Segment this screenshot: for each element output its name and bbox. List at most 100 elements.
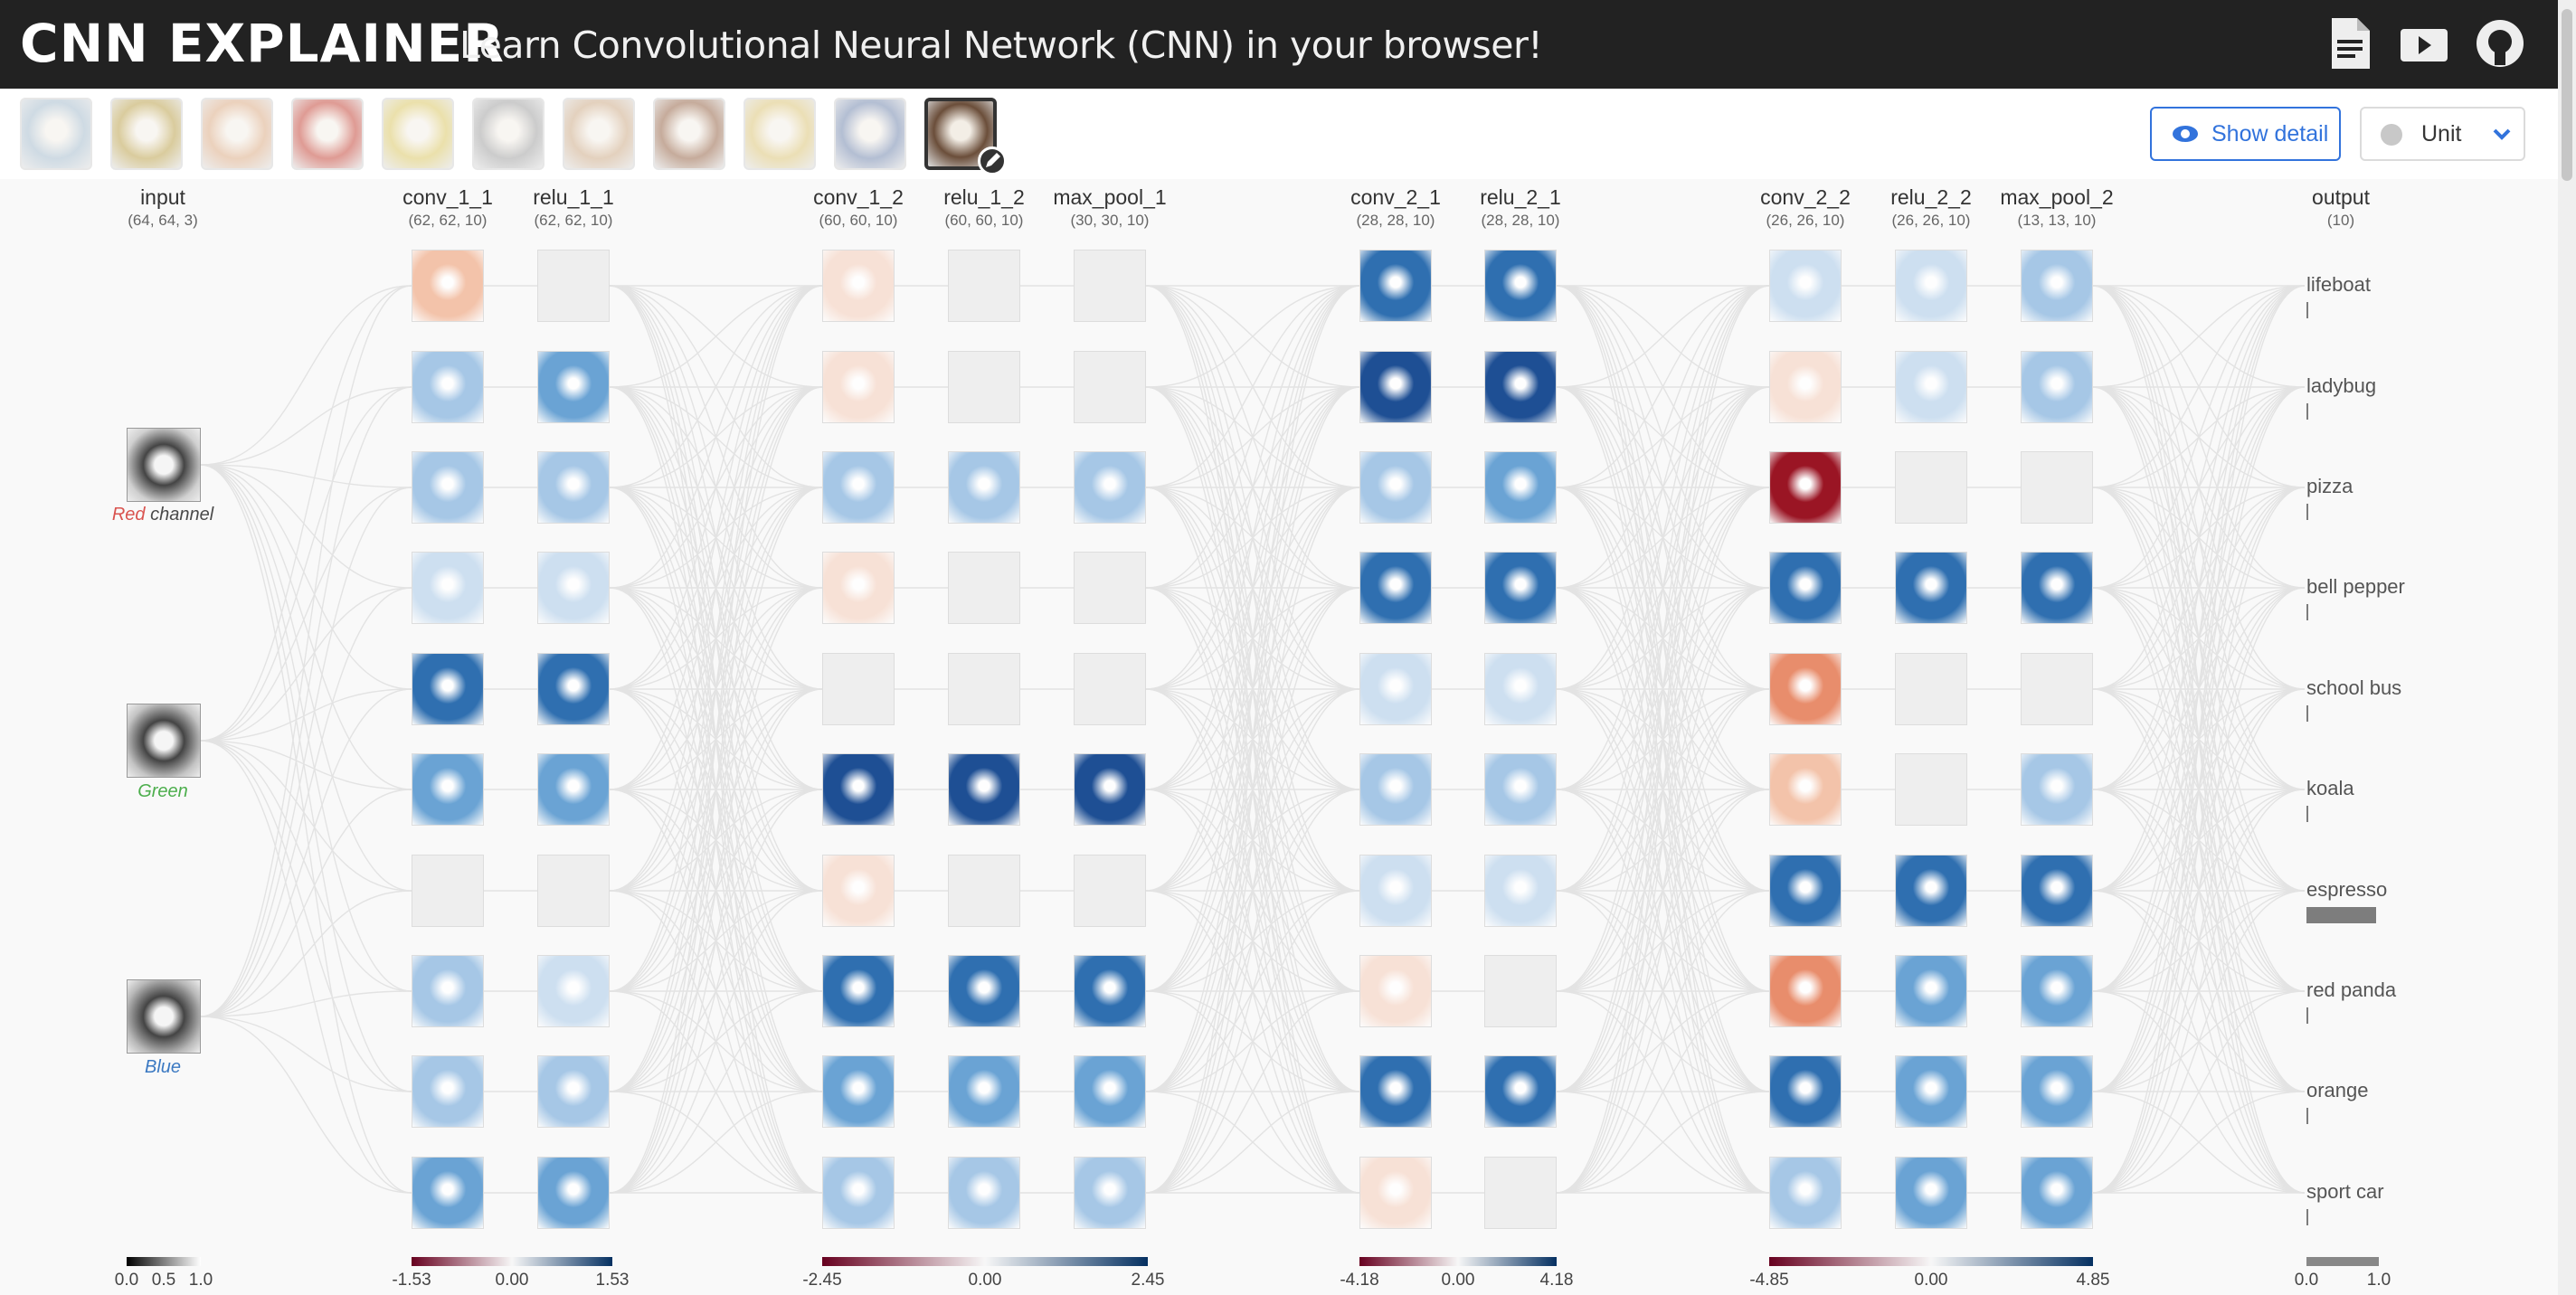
output-class-label[interactable]: school bus: [2306, 676, 2402, 699]
example-image-thumbnail[interactable]: [20, 98, 92, 170]
feature-map-node[interactable]: [1074, 451, 1146, 524]
feature-map-node[interactable]: [412, 1055, 484, 1128]
feature-map-node[interactable]: [1359, 552, 1432, 624]
feature-map-node[interactable]: [1074, 855, 1146, 927]
pdf-icon[interactable]: [2325, 16, 2375, 71]
feature-map-node[interactable]: [1769, 855, 1842, 927]
feature-map-node[interactable]: [412, 855, 484, 927]
feature-map-node[interactable]: [948, 1157, 1020, 1229]
feature-map-node[interactable]: [2021, 250, 2093, 322]
feature-map-node[interactable]: [1359, 250, 1432, 322]
output-class-label[interactable]: pizza: [2306, 475, 2353, 497]
feature-map-node[interactable]: [2021, 552, 2093, 624]
feature-map-node[interactable]: [822, 351, 895, 423]
feature-map-node[interactable]: [948, 955, 1020, 1027]
feature-map-node[interactable]: [2021, 1157, 2093, 1229]
feature-map-node[interactable]: [1769, 1055, 1842, 1128]
page-scrollbar[interactable]: [2558, 0, 2576, 1295]
example-image-thumbnail[interactable]: [834, 98, 906, 170]
feature-map-node[interactable]: [1484, 250, 1557, 322]
feature-map-node[interactable]: [948, 653, 1020, 725]
feature-map-node[interactable]: [2021, 753, 2093, 826]
feature-map-node[interactable]: [1769, 653, 1842, 725]
output-class-label[interactable]: lifeboat: [2306, 273, 2371, 296]
feature-map-node[interactable]: [1769, 955, 1842, 1027]
feature-map-node[interactable]: [1484, 351, 1557, 423]
feature-map-node[interactable]: [948, 1055, 1020, 1128]
output-class-label[interactable]: espresso: [2306, 878, 2388, 901]
feature-map-node[interactable]: [1895, 653, 1967, 725]
feature-map-node[interactable]: [822, 1157, 895, 1229]
feature-map-node[interactable]: [1769, 451, 1842, 524]
example-image-thumbnail[interactable]: [472, 98, 545, 170]
github-icon[interactable]: [2475, 16, 2525, 71]
feature-map-node[interactable]: [1769, 351, 1842, 423]
show-detail-button[interactable]: Show detail: [2150, 107, 2341, 161]
feature-map-node[interactable]: [822, 653, 895, 725]
feature-map-node[interactable]: [1484, 753, 1557, 826]
feature-map-node[interactable]: [1895, 451, 1967, 524]
feature-map-node[interactable]: [1895, 1055, 1967, 1128]
output-class-label[interactable]: red panda: [2306, 978, 2397, 1001]
feature-map-node[interactable]: [537, 451, 610, 524]
feature-map-node[interactable]: [822, 250, 895, 322]
feature-map-node[interactable]: [1484, 1055, 1557, 1128]
feature-map-node[interactable]: [2021, 855, 2093, 927]
feature-map-node[interactable]: [1359, 1157, 1432, 1229]
feature-map-node[interactable]: [1484, 552, 1557, 624]
feature-map-node[interactable]: [822, 753, 895, 826]
feature-map-node[interactable]: [1359, 351, 1432, 423]
feature-map-node[interactable]: [822, 552, 895, 624]
feature-map-node[interactable]: [1895, 1157, 1967, 1229]
feature-map-node[interactable]: [948, 451, 1020, 524]
feature-map-node[interactable]: [948, 855, 1020, 927]
feature-map-node[interactable]: [1769, 1157, 1842, 1229]
feature-map-node[interactable]: [2021, 351, 2093, 423]
feature-map-node[interactable]: [1484, 653, 1557, 725]
example-image-thumbnail[interactable]: [382, 98, 454, 170]
feature-map-node[interactable]: [1074, 653, 1146, 725]
example-image-thumbnail[interactable]: [201, 98, 273, 170]
feature-map-node[interactable]: [1074, 955, 1146, 1027]
input-channel-image[interactable]: [127, 704, 201, 778]
feature-map-node[interactable]: [537, 855, 610, 927]
output-class-label[interactable]: koala: [2306, 777, 2354, 799]
feature-map-node[interactable]: [1074, 250, 1146, 322]
feature-map-node[interactable]: [412, 1157, 484, 1229]
feature-map-node[interactable]: [1484, 1157, 1557, 1229]
feature-map-node[interactable]: [537, 753, 610, 826]
example-image-thumbnail[interactable]: [110, 98, 183, 170]
feature-map-node[interactable]: [537, 250, 610, 322]
feature-map-node[interactable]: [1895, 753, 1967, 826]
feature-map-node[interactable]: [537, 552, 610, 624]
feature-map-node[interactable]: [1359, 653, 1432, 725]
feature-map-node[interactable]: [1074, 351, 1146, 423]
unit-select[interactable]: Unit: [2360, 107, 2525, 161]
feature-map-node[interactable]: [948, 552, 1020, 624]
feature-map-node[interactable]: [1769, 552, 1842, 624]
feature-map-node[interactable]: [1769, 250, 1842, 322]
feature-map-node[interactable]: [412, 955, 484, 1027]
example-image-thumbnail[interactable]: [563, 98, 635, 170]
feature-map-node[interactable]: [1484, 855, 1557, 927]
feature-map-node[interactable]: [1895, 855, 1967, 927]
input-channel-image[interactable]: [127, 428, 201, 502]
feature-map-node[interactable]: [412, 250, 484, 322]
feature-map-node[interactable]: [412, 351, 484, 423]
feature-map-node[interactable]: [948, 753, 1020, 826]
feature-map-node[interactable]: [1895, 552, 1967, 624]
feature-map-node[interactable]: [537, 1157, 610, 1229]
feature-map-node[interactable]: [948, 351, 1020, 423]
feature-map-node[interactable]: [822, 955, 895, 1027]
feature-map-node[interactable]: [1359, 753, 1432, 826]
feature-map-node[interactable]: [1074, 1055, 1146, 1128]
feature-map-node[interactable]: [1895, 955, 1967, 1027]
input-channel-image[interactable]: [127, 979, 201, 1054]
feature-map-node[interactable]: [412, 653, 484, 725]
feature-map-node[interactable]: [1769, 753, 1842, 826]
feature-map-node[interactable]: [412, 451, 484, 524]
example-image-thumbnail[interactable]: [743, 98, 816, 170]
feature-map-node[interactable]: [1895, 250, 1967, 322]
feature-map-node[interactable]: [2021, 451, 2093, 524]
feature-map-node[interactable]: [2021, 1055, 2093, 1128]
